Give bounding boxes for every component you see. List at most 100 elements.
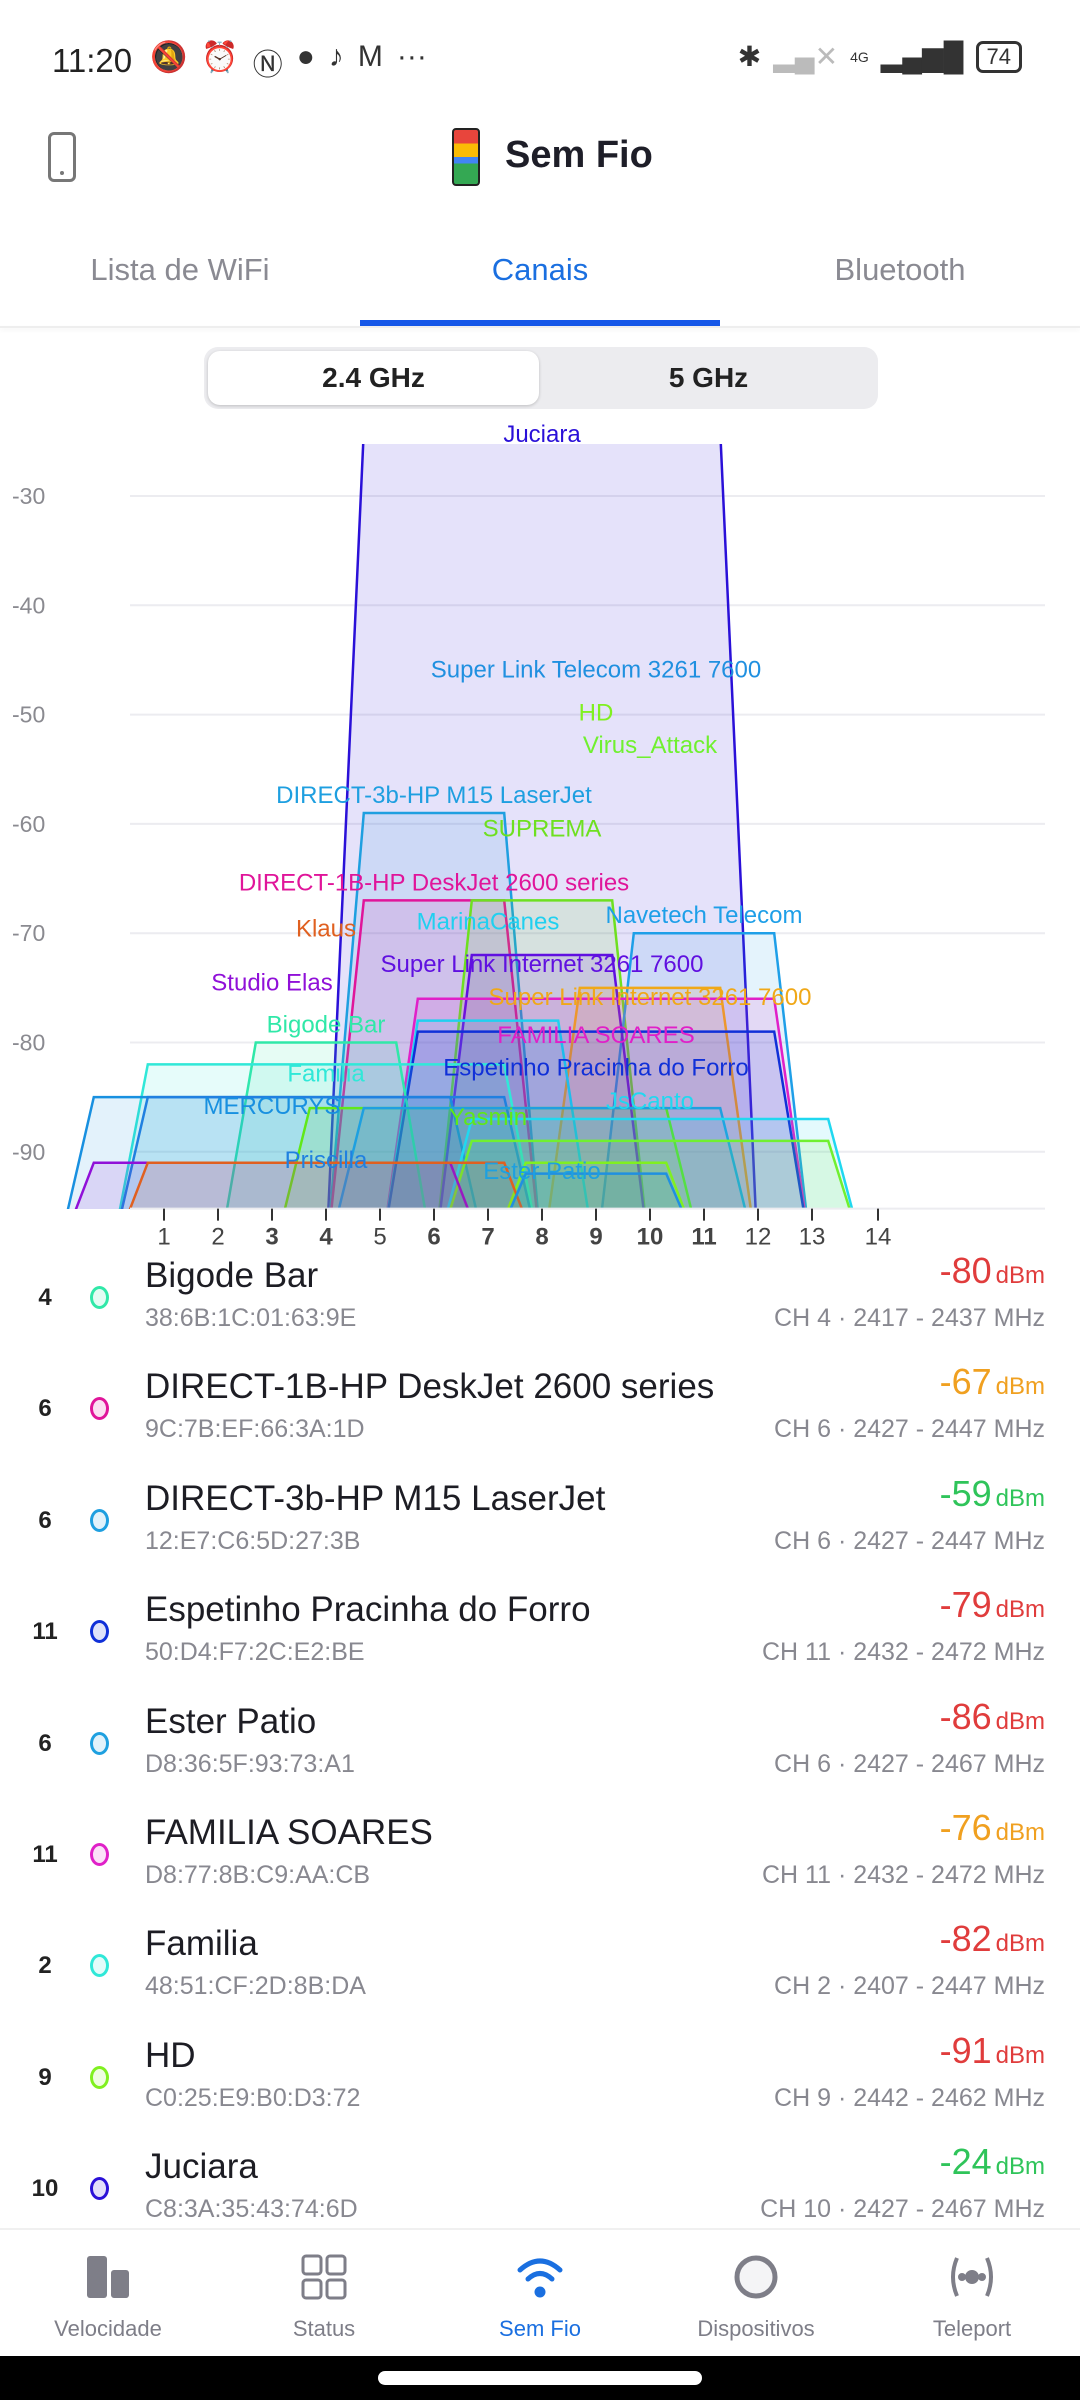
network-area bbox=[225, 1041, 427, 1209]
device-logo-icon bbox=[452, 128, 480, 186]
x-tick-label: 7 bbox=[481, 1224, 494, 1251]
device-icon[interactable] bbox=[48, 132, 76, 182]
network-label: Klaus bbox=[296, 916, 356, 943]
signal-strength: -91 dBm bbox=[940, 2030, 1045, 2072]
network-mac: C8:3A:35:43:74:6D bbox=[145, 2195, 358, 2224]
nav-devices[interactable]: Dispositivos bbox=[648, 2230, 864, 2358]
network-label: Virus_Attack bbox=[583, 732, 718, 759]
channel-frequency: CH 9 · 2442 - 2462 MHz bbox=[774, 2083, 1045, 2112]
band-5ghz-button[interactable]: 5 GHz bbox=[668, 362, 749, 393]
network-label: Navetech Telecom bbox=[606, 902, 803, 929]
network-mac: 12:E7:C6:5D:27:3B bbox=[145, 1526, 361, 1555]
signal-value: -80 bbox=[939, 1250, 992, 1291]
signal-unit: dBm bbox=[995, 1707, 1045, 1735]
tab-channels[interactable]: Canais bbox=[491, 252, 589, 287]
network-list-item[interactable]: 9 HD C0:25:E9:B0:D3:72 -91 dBm CH 9 · 244… bbox=[0, 2028, 1080, 2139]
nav-speed[interactable]: Velocidade bbox=[0, 2230, 216, 2358]
x-tick-label: 5 bbox=[373, 1224, 386, 1251]
network-name: Espetinho Pracinha do Forro bbox=[145, 1590, 591, 1630]
channel-number: 6 bbox=[38, 1729, 52, 1757]
network-color-dot-icon bbox=[90, 1286, 109, 1309]
channel-frequency: CH 4 · 2417 - 2437 MHz bbox=[774, 1304, 1045, 1332]
network-color-dot-icon bbox=[90, 1397, 109, 1421]
bar-chart-icon bbox=[83, 2252, 133, 2302]
x-tick-label: 14 bbox=[865, 1224, 892, 1251]
x-tick-label: 3 bbox=[265, 1224, 278, 1251]
network-list-item[interactable]: 11 Espetinho Pracinha do Forro 50:D4:F7:… bbox=[0, 1582, 1080, 1693]
signal-unit: dBm bbox=[995, 1484, 1045, 1512]
network-label: JsCanto bbox=[606, 1088, 694, 1115]
signal-unit: dBm bbox=[995, 1930, 1045, 1958]
mute-icon: 🔕 bbox=[150, 41, 188, 74]
nav-wireless[interactable]: Sem Fio bbox=[432, 2230, 648, 2358]
tab-wifi-list[interactable]: Lista de WiFi bbox=[90, 252, 270, 287]
network-mac: D8:36:5F:93:73:A1 bbox=[145, 1749, 355, 1778]
y-tick-label: -50 bbox=[12, 702, 45, 728]
status-bar: 11:20 🔕 ⏰ Ⓝ ● ♪ M ··· ✱ ▂▄✕ 4G ▂▄▆█ 74 bbox=[0, 0, 1080, 120]
band-2-4ghz-button[interactable]: 2.4 GHz bbox=[208, 351, 539, 405]
network-list-item[interactable]: 10 Juciara C8:3A:35:43:74:6D -24 dBm CH 1… bbox=[0, 2139, 1080, 2250]
network-area bbox=[128, 1161, 524, 1209]
signal-strength: -24 dBm bbox=[940, 2141, 1045, 2183]
home-indicator[interactable] bbox=[378, 2371, 702, 2385]
network-label: Super Link Internet 3261 7600 bbox=[381, 951, 704, 978]
channel-frequency: CH 2 · 2407 - 2447 MHz bbox=[774, 1972, 1045, 2001]
signal-unit: dBm bbox=[995, 2041, 1045, 2069]
x-tick-label: 10 bbox=[637, 1224, 664, 1251]
network-list-item[interactable]: 6 DIRECT-3b-HP M15 LaserJet 12:E7:C6:5D:… bbox=[0, 1471, 1080, 1582]
status-time: 11:20 bbox=[52, 42, 133, 79]
nav-label: Sem Fio bbox=[499, 2316, 581, 2341]
signal-icon: ▂▄▆█ bbox=[880, 41, 964, 72]
network-label: Yasmin bbox=[449, 1104, 527, 1131]
x-tick-label: 9 bbox=[589, 1224, 602, 1251]
channel-number: 11 bbox=[32, 1618, 58, 1646]
network-area bbox=[386, 997, 806, 1209]
signal-unit: dBm bbox=[995, 1596, 1045, 1624]
network-name: DIRECT-3b-HP M15 LaserJet bbox=[145, 1478, 606, 1518]
network-label: Espetinho Pracinha do Forro bbox=[443, 1055, 749, 1082]
signal-value: -59 bbox=[939, 1472, 992, 1514]
network-type: 4G bbox=[850, 48, 869, 65]
network-color-dot-icon bbox=[90, 1620, 109, 1644]
network-name: Bigode Bar bbox=[145, 1256, 319, 1295]
channel-number: 9 bbox=[38, 2063, 52, 2091]
network-mac: 9C:7B:EF:66:3A:1D bbox=[145, 1415, 365, 1444]
active-tab-indicator bbox=[360, 320, 720, 326]
teleport-icon bbox=[947, 2252, 997, 2302]
x-tick-label: 1 bbox=[157, 1224, 170, 1251]
network-area bbox=[337, 1106, 747, 1209]
channel-frequency: CH 11 · 2432 - 2472 MHz bbox=[762, 1861, 1045, 1889]
nfc-icon: Ⓝ bbox=[252, 49, 283, 82]
signal-value: -76 bbox=[939, 1807, 992, 1848]
nav-teleport[interactable]: Teleport bbox=[864, 2230, 1080, 2358]
network-list-item[interactable]: 4 Bigode Bar 38:6B:1C:01:63:9E -80 dBm CH… bbox=[0, 1248, 1080, 1359]
signal-value: -79 bbox=[939, 1584, 992, 1626]
signal-strength: -79 dBm bbox=[940, 1584, 1045, 1626]
network-list-item[interactable]: 6 Ester Patio D8:36:5F:93:73:A1 -86 dBm C… bbox=[0, 1694, 1080, 1805]
nav-status[interactable]: Status bbox=[216, 2230, 432, 2358]
y-tick-label: -60 bbox=[12, 811, 45, 837]
wifi-icon bbox=[515, 2252, 565, 2302]
notification-icons: 🔕 ⏰ Ⓝ ● ♪ M ··· bbox=[150, 40, 427, 84]
x-tick-label: 2 bbox=[211, 1224, 224, 1251]
tiktok-icon: ♪ bbox=[328, 40, 344, 73]
y-tick-label: -70 bbox=[12, 920, 45, 946]
network-list-item[interactable]: 2 Familia 48:51:CF:2D:8B:DA -82 dBm CH 2 … bbox=[0, 1916, 1080, 2027]
network-list-item[interactable]: 11 FAMILIA SOARES D8:77:8B:C9:AA:CB -76 d… bbox=[0, 1805, 1080, 1916]
network-area bbox=[120, 1095, 532, 1209]
chat-icon: ● bbox=[296, 40, 315, 73]
channel-number: 6 bbox=[38, 1395, 52, 1423]
system-icons: ✱ ▂▄✕ 4G ▂▄▆█ 74 bbox=[738, 40, 1022, 73]
network-mac: 48:51:CF:2D:8B:DA bbox=[145, 1972, 366, 2001]
bluetooth-icon: ✱ bbox=[737, 41, 762, 72]
network-label: Juciara bbox=[503, 421, 581, 448]
channel-chart: -30 -40 -50 -60 -70 -80 -90 Juciara DIRECT-3b-H… bbox=[12, 421, 1045, 1251]
tab-bluetooth[interactable]: Bluetooth bbox=[834, 252, 966, 287]
nav-label: Dispositivos bbox=[697, 2316, 815, 2341]
network-label: HD bbox=[579, 700, 614, 727]
network-list-item[interactable]: 6 DIRECT-1B-HP DeskJet 2600 series 9C:7B… bbox=[0, 1359, 1080, 1470]
y-tick-label: -40 bbox=[12, 592, 45, 618]
network-label: SUPREMA bbox=[483, 815, 602, 842]
signal-strength: -76 dBm bbox=[940, 1807, 1045, 1849]
signal-unit: dBm bbox=[995, 1373, 1045, 1401]
